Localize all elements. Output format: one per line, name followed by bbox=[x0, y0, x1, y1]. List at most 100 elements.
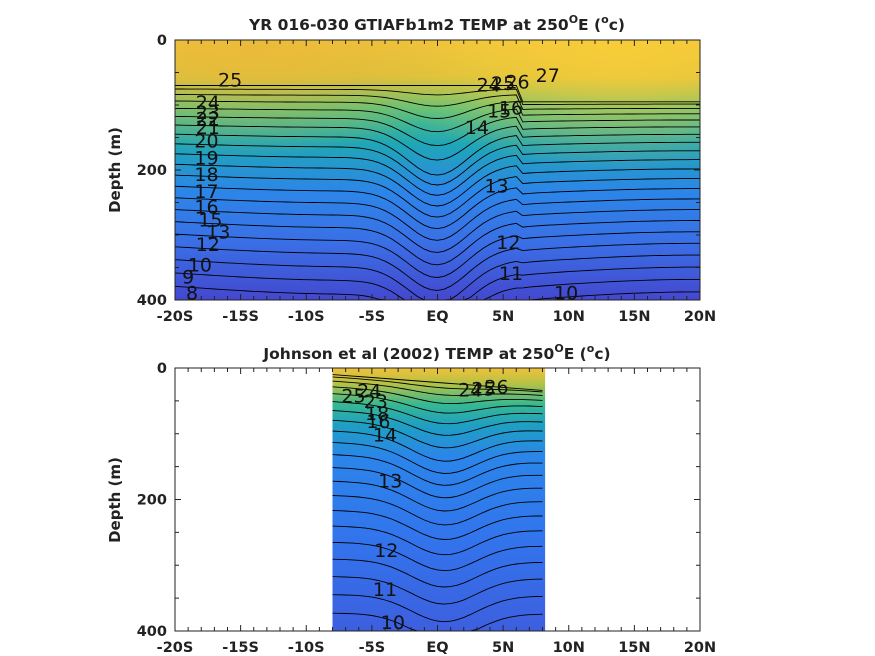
isotherm-line bbox=[175, 133, 700, 176]
isotherm-line bbox=[175, 85, 700, 103]
isotherm-line bbox=[332, 480, 543, 512]
contour-label: 24 bbox=[477, 75, 501, 97]
isotherm-line bbox=[175, 291, 700, 300]
isotherm-line bbox=[175, 185, 700, 230]
x-tick-label: -15S bbox=[222, 309, 259, 325]
isotherm-line bbox=[175, 94, 700, 110]
x-tick-label: EQ bbox=[426, 640, 448, 656]
isotherm-line bbox=[175, 88, 700, 106]
contour-label: 11 bbox=[373, 579, 397, 601]
x-tick-label: 5N bbox=[492, 640, 514, 656]
isotherm-line bbox=[332, 558, 543, 588]
axes-top: -20S -15S -10S -5S EQ 5N 10N 15N 20N 0 200 400 bbox=[137, 33, 716, 325]
contour-label: 20 bbox=[194, 130, 218, 152]
contour-label: 27 bbox=[536, 65, 560, 87]
contour-label: 24 bbox=[357, 381, 381, 403]
contour-label: 23 bbox=[196, 102, 220, 124]
contour-label: 14 bbox=[465, 117, 489, 139]
isotherm-line bbox=[332, 401, 543, 425]
ylabel-bottom: Depth (m) bbox=[106, 457, 124, 543]
isotherm-line bbox=[332, 612, 543, 631]
contour-label: 13 bbox=[378, 471, 402, 493]
isotherm-line bbox=[332, 419, 543, 449]
contour-label: 10 bbox=[381, 612, 405, 634]
contour-label: 14 bbox=[373, 425, 397, 447]
isotherm-line bbox=[175, 143, 700, 186]
isotherm-line bbox=[175, 254, 700, 300]
y-tick-label: 0 bbox=[157, 33, 167, 49]
axes-bottom: -20S -15S -10S -5S EQ 5N 10N 15N 20N 0 200 400 bbox=[137, 361, 716, 656]
x-tick-label: -10S bbox=[288, 309, 325, 325]
isotherm-line bbox=[332, 386, 543, 405]
contour-label: 17 bbox=[194, 181, 218, 203]
contour-label: 12 bbox=[196, 234, 220, 256]
contour-label: 18 bbox=[194, 164, 218, 186]
contour-label: 13 bbox=[484, 175, 508, 197]
contour-label: 25 bbox=[491, 73, 515, 95]
contour-label: 23 bbox=[364, 391, 388, 413]
isotherm-line bbox=[175, 100, 700, 119]
x-tick-label: 10N bbox=[553, 640, 585, 656]
isotherm-line bbox=[332, 410, 543, 436]
contour-label: 25 bbox=[341, 385, 365, 407]
isotherm-line bbox=[332, 541, 543, 572]
isotherm-line bbox=[332, 374, 543, 391]
isotherm-line bbox=[175, 231, 700, 278]
isotherm-line bbox=[332, 495, 543, 526]
contour-label: 10 bbox=[554, 283, 578, 305]
x-tick-label: EQ bbox=[426, 309, 448, 325]
panel-top: YR 016-030 GTIAFb1m2 TEMP at 250OE (oc) … bbox=[106, 13, 716, 325]
isotherm-line bbox=[332, 441, 543, 474]
title-top: YR 016-030 GTIAFb1m2 TEMP at 250OE (oc) bbox=[248, 13, 625, 34]
isotherm-line bbox=[332, 376, 543, 393]
isotherm-line bbox=[175, 209, 700, 253]
contour-label: 13 bbox=[206, 221, 230, 243]
isotherm-line bbox=[332, 525, 543, 556]
contour-label: 8 bbox=[186, 283, 198, 305]
contour-label: 15 bbox=[198, 210, 222, 232]
field-bottom bbox=[332, 368, 546, 631]
x-tick-label: 15N bbox=[618, 640, 650, 656]
contour-label: 16 bbox=[366, 411, 390, 433]
contour-label: 26 bbox=[505, 71, 529, 93]
isotherm-line bbox=[332, 380, 543, 396]
isotherm-line bbox=[332, 576, 543, 605]
x-tick-label: 10N bbox=[553, 309, 585, 325]
isotherms-bottom bbox=[332, 374, 543, 631]
contour-label: 19 bbox=[194, 147, 218, 169]
x-tick-label: -15S bbox=[222, 640, 259, 656]
y-tick-label: 400 bbox=[137, 293, 167, 309]
contour-label: 24 bbox=[458, 379, 482, 401]
isotherm-line bbox=[332, 467, 543, 499]
x-tick-label: -20S bbox=[157, 309, 194, 325]
x-tick-label: -5S bbox=[359, 640, 386, 656]
isotherm-line bbox=[332, 510, 543, 540]
panel-bottom: Johnson et al (2002) TEMP at 250OE (oc) … bbox=[106, 342, 716, 656]
isotherms-top bbox=[175, 85, 700, 300]
y-tick-label: 0 bbox=[157, 361, 167, 377]
contour-label: 9 bbox=[182, 266, 194, 288]
isotherm-line bbox=[175, 197, 700, 241]
x-tick-label: 20N bbox=[684, 309, 716, 325]
isotherm-line bbox=[175, 242, 700, 291]
ylabel-top: Depth (m) bbox=[106, 127, 124, 213]
isotherm-line bbox=[175, 153, 700, 196]
contour-label: 11 bbox=[499, 263, 523, 285]
isotherm-line bbox=[175, 124, 700, 161]
x-tick-label: -5S bbox=[359, 309, 386, 325]
x-tick-label: -10S bbox=[288, 640, 325, 656]
isotherm-line bbox=[175, 220, 700, 266]
isotherm-line bbox=[332, 454, 543, 486]
contour-label: 16 bbox=[499, 97, 523, 119]
title-bottom: Johnson et al (2002) TEMP at 250OE (oc) bbox=[262, 342, 610, 363]
contour-label: 15 bbox=[487, 101, 511, 123]
isotherm-line bbox=[332, 430, 543, 462]
isotherm-line bbox=[175, 278, 700, 300]
y-tick-label: 200 bbox=[137, 163, 167, 179]
contour-label: 22 bbox=[196, 108, 220, 130]
isotherm-line bbox=[175, 174, 700, 218]
isotherm-line bbox=[175, 163, 700, 207]
